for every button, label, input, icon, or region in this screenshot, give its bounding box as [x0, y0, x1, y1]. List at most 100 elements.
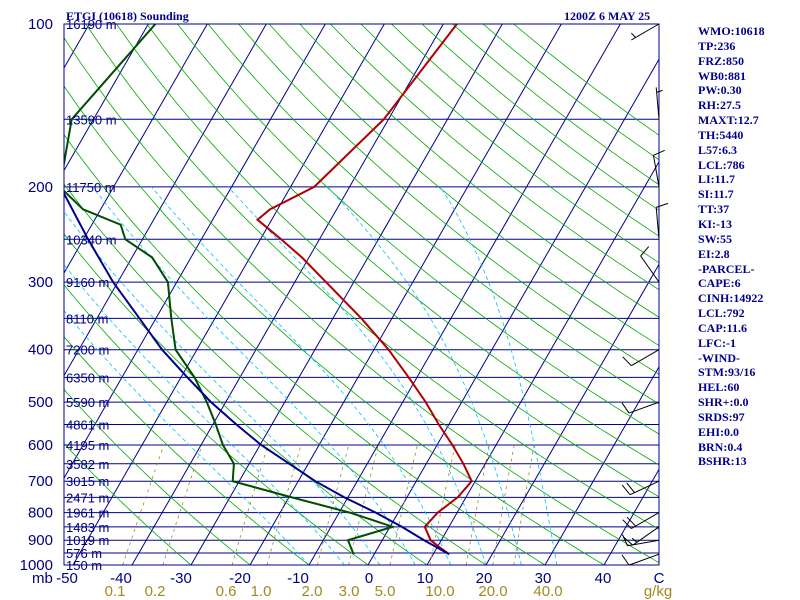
isotherm-line: [485, 263, 659, 565]
wind-barb: [623, 526, 660, 546]
height-label: 150 m: [66, 558, 102, 573]
temperature-label: 20: [476, 570, 493, 587]
barb-shaft: [632, 526, 660, 546]
index-item: CAP:11.6: [698, 320, 747, 335]
index-item: EI:2.8: [698, 246, 730, 261]
index-item: LCL:786: [698, 157, 745, 172]
pressure-label: 100: [28, 16, 53, 33]
isotherm-line: [72, 24, 385, 565]
mixing-ratio-label: 0.2: [145, 583, 166, 600]
isotherm-line: [131, 24, 444, 565]
barb-half-feather: [631, 537, 638, 543]
dry-adiabat-line: [85, 24, 659, 530]
index-item: RH:27.5: [698, 98, 741, 113]
mixing-ratio-line: [348, 444, 379, 565]
mixing-ratio-line: [389, 444, 418, 565]
barb-feather: [640, 246, 650, 257]
height-label: 13590 m: [66, 112, 117, 127]
pressure-label: 200: [28, 179, 53, 196]
height-label: 10340 m: [66, 232, 117, 247]
background-grid: [64, 24, 659, 565]
isotherm-line: [308, 24, 621, 565]
index-item: SRDS:97: [698, 409, 745, 424]
mixing-ratio-line: [492, 444, 515, 565]
height-label: 1019 m: [66, 533, 109, 548]
dry-adiabat-line: [64, 233, 428, 565]
temperature-label: 30: [535, 570, 552, 587]
dry-adiabat-line: [64, 284, 369, 565]
height-label: 5590 m: [66, 395, 109, 410]
height-label: 9160 m: [66, 275, 109, 290]
temperature-profile: [255, 24, 473, 556]
height-label: 576 m: [66, 546, 102, 561]
isotherm-line: [544, 365, 659, 565]
isotherm-line: [367, 58, 659, 565]
barb-feather: [621, 554, 630, 566]
pressure-label: 300: [28, 274, 53, 291]
mixing-ratio-label: 0.1: [105, 583, 126, 600]
index-item: TP:236: [698, 38, 736, 53]
dry-adiabat-line: [238, 24, 659, 375]
barb-shaft: [655, 87, 660, 120]
wind-barbs: [621, 23, 669, 566]
height-label: 4195 m: [66, 438, 109, 453]
index-item: BSHR:13: [698, 454, 747, 469]
pressure-label: 500: [28, 394, 53, 411]
barb-feather: [621, 534, 628, 547]
moist-adiabat-line: [440, 186, 558, 565]
mixing-ratio-line: [231, 444, 269, 565]
index-item: PW:0.30: [698, 83, 742, 98]
height-label: 1961 m: [66, 506, 109, 521]
index-item: FRZ:850: [698, 53, 744, 68]
index-item: LFC:-1: [698, 335, 736, 350]
barb-shaft: [631, 349, 660, 367]
height-label: 7200 m: [66, 343, 109, 358]
dry-adiabat-line: [207, 24, 659, 405]
dry-adiabat-line: [64, 336, 310, 565]
index-item: HEL:60: [698, 380, 740, 395]
barb-shaft: [655, 207, 660, 240]
temperature-label: -40: [110, 570, 132, 587]
height-label: 8110 m: [66, 311, 108, 326]
barb-feather: [656, 202, 669, 208]
barb-shaft: [652, 155, 660, 187]
mixing-ratio-label: g/kg: [644, 583, 672, 600]
station-title: ETGI (10618) Sounding: [66, 9, 189, 23]
mixing-ratio-line: [266, 444, 302, 565]
mixing-ratio-label: 40.0: [533, 583, 562, 600]
isotherm-line: [249, 24, 562, 565]
pressure-label: 800: [28, 505, 53, 522]
barb-feather: [621, 402, 630, 414]
temperature-label: C: [654, 570, 665, 587]
parcel-profile: [64, 191, 450, 556]
temperature-label: -20: [229, 570, 251, 587]
dry-adiabat-line: [64, 443, 192, 565]
height-label: 16190 m: [66, 17, 117, 32]
temperature-label: 0: [365, 570, 373, 587]
index-item: WB0:881: [698, 68, 746, 83]
height-label: 4861 m: [66, 418, 109, 433]
stability-indices: WMO:10618 TP:236 FRZ:850 WB0:881 PW:0.30 RH:2…: [698, 24, 798, 469]
index-item: CINH:14922: [698, 291, 764, 306]
height-label: 3015 m: [66, 474, 109, 489]
mixing-ratio-line: [465, 444, 490, 565]
dry-adiabat-line: [177, 24, 659, 435]
barb-shaft: [631, 23, 660, 41]
barb-feather: [623, 536, 634, 546]
temperature-label: -50: [56, 570, 78, 587]
temperature-label: -10: [287, 570, 309, 587]
dry-adiabat-line: [64, 388, 251, 565]
index-item: SHR+:0.0: [698, 395, 749, 410]
plot-frame: [63, 23, 660, 566]
height-label: 2471 m: [66, 490, 109, 505]
barb-feather: [622, 356, 632, 367]
dewpoint-profile: [64, 24, 397, 555]
barb-shaft: [629, 480, 660, 496]
pressure-label: 600: [28, 437, 53, 454]
index-item: -WIND-: [698, 350, 740, 365]
height-label: 6350 m: [66, 370, 109, 385]
pressure-label: 700: [28, 473, 53, 490]
dry-adiabat-line: [146, 24, 659, 466]
barb-feather: [621, 484, 631, 496]
barb-feather: [622, 519, 632, 529]
